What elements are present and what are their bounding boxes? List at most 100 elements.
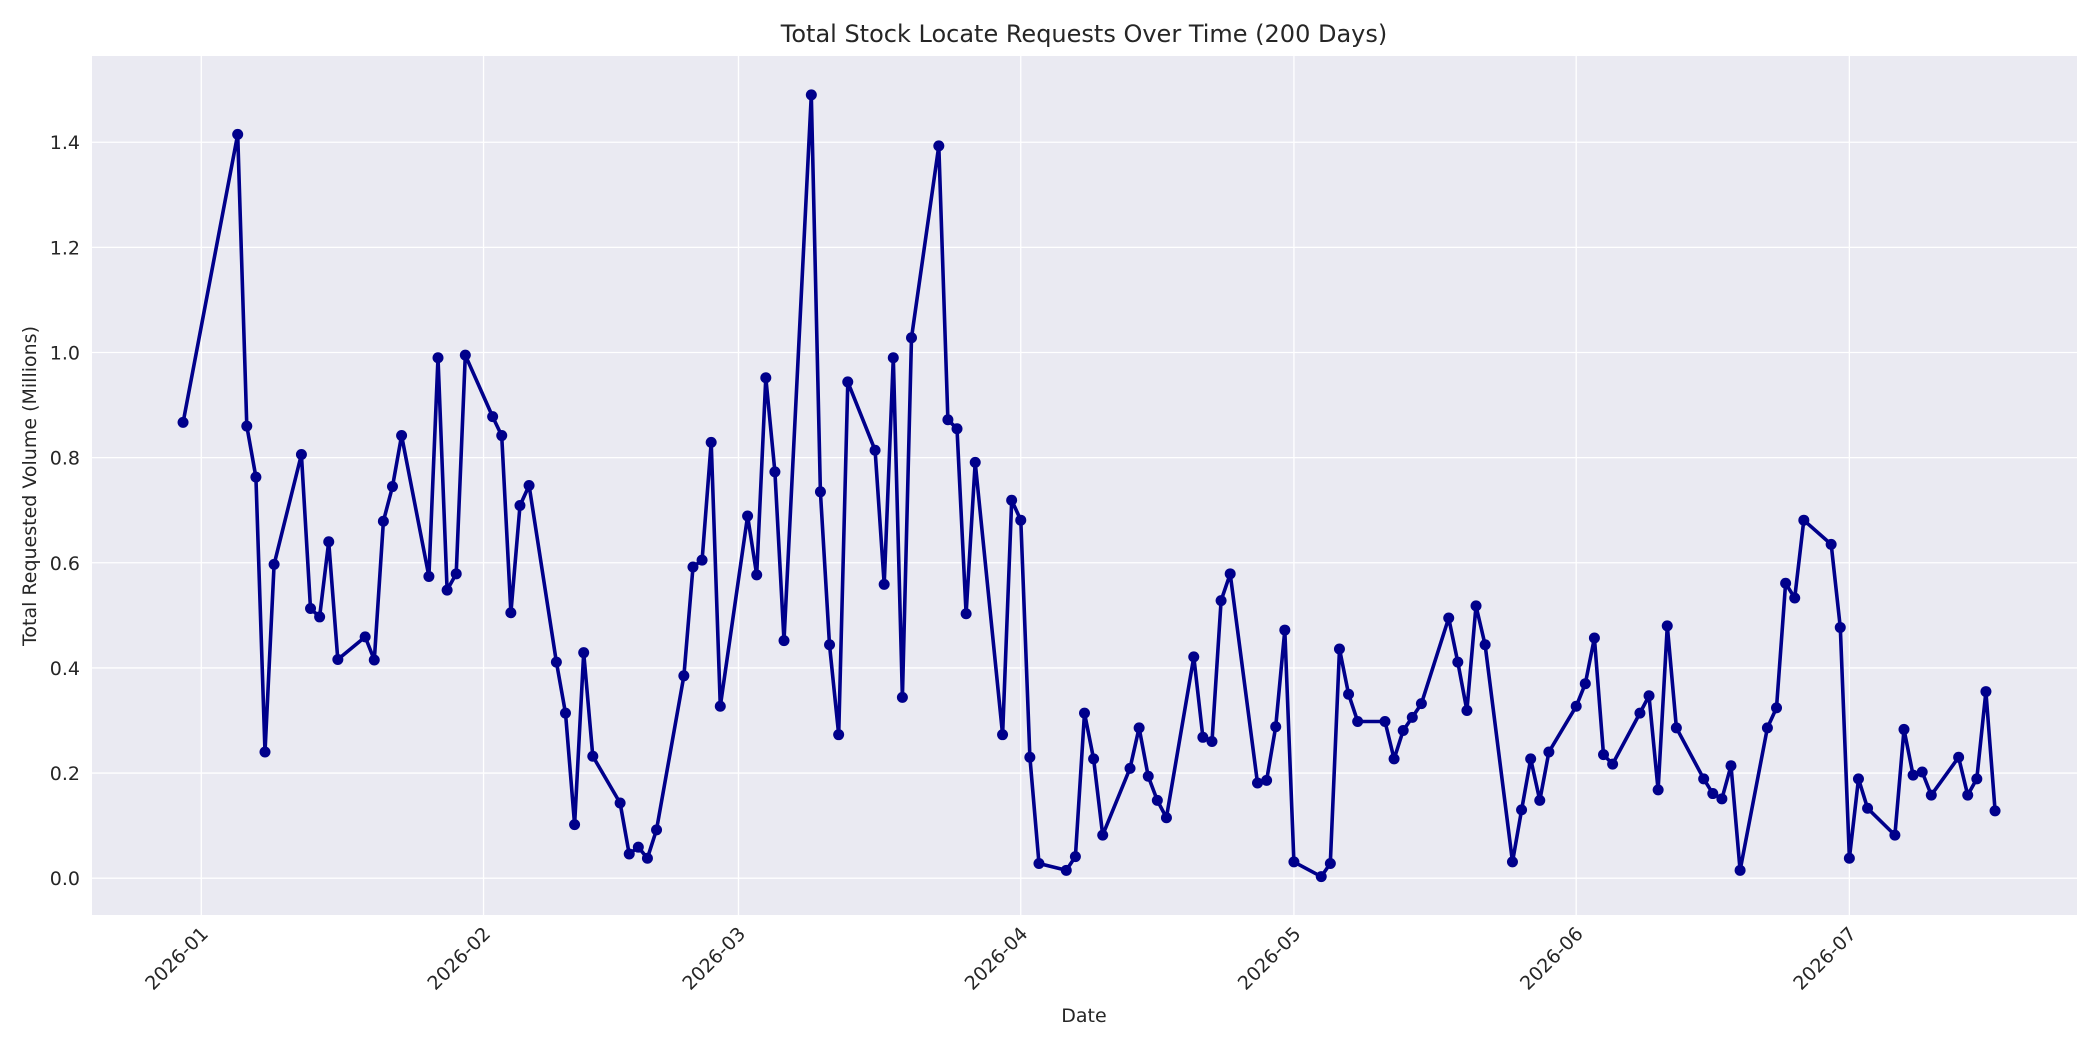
data-point [1980,686,1992,698]
y-tick-label: 0.2 [50,763,80,785]
data-point [1324,857,1336,869]
data-point [942,414,954,426]
data-point [1388,753,1400,765]
data-point [496,430,508,442]
data-point [295,448,307,460]
data-point [878,578,890,590]
data-point [1907,769,1919,781]
data-point [1825,538,1837,550]
data-point [1661,620,1673,632]
data-point [1707,788,1719,800]
data-point [1953,751,1965,763]
data-point [769,466,781,478]
data-point [687,561,699,573]
data-point [1079,707,1090,719]
data-point [705,436,717,448]
data-point [1734,864,1746,876]
data-point [1479,639,1491,651]
x-tick-label: 2026-02 [423,923,495,995]
data-point [1343,688,1355,700]
data-point [441,584,453,596]
data-point [1862,802,1874,814]
data-point [1798,514,1810,526]
data-point [1516,804,1528,816]
data-point [1634,707,1646,719]
data-point [305,603,317,615]
data-point [241,420,253,432]
data-point [632,841,644,853]
data-point [1579,678,1591,690]
data-point [232,128,244,140]
data-point [1133,722,1145,734]
data-point [1916,766,1928,778]
data-point [1598,749,1610,761]
data-point [1834,621,1846,633]
data-point [1771,702,1783,714]
x-axis-label: Date [1061,1005,1106,1027]
data-point [1670,722,1682,734]
data-point [1060,864,1072,876]
data-point [505,607,517,619]
data-point [314,611,326,623]
data-point [1607,758,1619,770]
plot-area [92,56,2077,915]
x-tick-label: 2026-06 [1516,923,1588,995]
data-point [1142,770,1154,782]
data-point [651,824,663,836]
data-point [1379,716,1391,728]
y-axis-label: Total Requested Volume (Millions) [19,326,41,647]
data-point [805,89,817,101]
data-point [1962,789,1974,801]
data-point [487,411,499,423]
data-point [623,848,635,860]
data-point [1288,856,1300,868]
data-point [332,654,344,666]
data-point [1780,577,1792,589]
data-point [1333,643,1345,655]
data-point [1698,773,1710,785]
data-point [1470,600,1482,612]
data-point [1415,698,1427,710]
data-point [1151,794,1163,806]
data-point [459,349,471,361]
data-point [1006,494,1018,506]
data-point [1525,753,1537,765]
data-point [678,670,690,682]
data-point [1761,722,1773,734]
data-point [969,456,981,468]
data-point [1188,651,1200,663]
data-point [1261,774,1273,786]
data-point [1224,568,1236,580]
data-point [896,691,908,703]
data-point [268,558,280,570]
data-point [1315,871,1327,883]
data-point [905,332,917,344]
data-point [1406,711,1418,723]
data-point [250,471,262,483]
data-point [1452,656,1464,668]
data-point [1024,751,1036,763]
data-point [833,729,845,741]
data-point [1843,852,1855,864]
data-point [824,639,836,651]
data-point [432,352,444,364]
data-point [1443,612,1455,624]
data-point [559,707,571,719]
data-point [951,423,963,435]
y-tick-label: 0.8 [50,448,80,470]
x-tick-label: 2026-03 [678,923,750,995]
data-point [1588,632,1600,644]
data-point [778,635,790,647]
data-point [614,797,626,809]
data-point [423,570,435,582]
data-point [1270,721,1282,733]
y-tick-label: 0.6 [50,553,80,575]
data-point [751,569,763,581]
data-point [1725,760,1737,772]
data-point [1643,690,1655,702]
data-point [587,750,599,762]
y-tick-label: 1.0 [50,342,80,364]
data-point [1206,736,1218,748]
data-point [933,140,945,152]
